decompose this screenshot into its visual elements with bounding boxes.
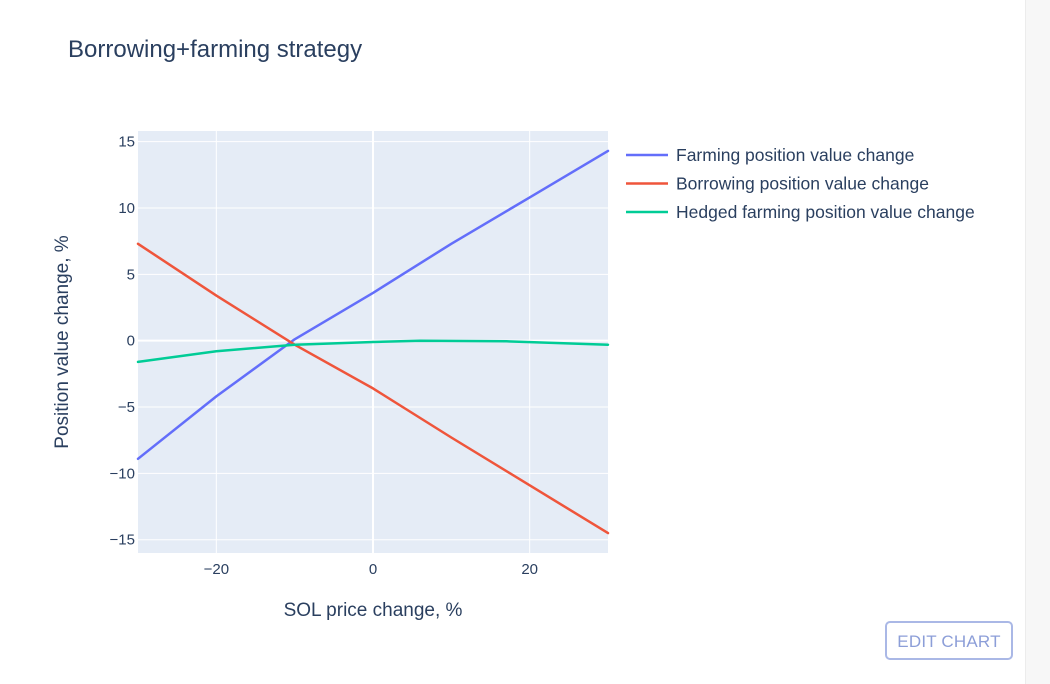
y-tick-label: 5 [127, 266, 135, 283]
legend-label: Farming position value change [676, 145, 914, 165]
legend-item[interactable]: Hedged farming position value change [626, 202, 975, 222]
chart-svg: Borrowing+farming strategy −20 0 20 −15 −10… [52, 36, 975, 621]
y-axis-ticks: −15 −10 −5 0 5 10 15 [110, 134, 135, 549]
series-line-1[interactable] [136, 149, 610, 461]
series-line-2[interactable] [136, 242, 610, 535]
legend[interactable]: Farming position value change Borrowing p… [626, 145, 975, 222]
y-tick-label: −15 [110, 532, 135, 549]
legend-item[interactable]: Borrowing position value change [626, 174, 929, 194]
y-tick-label: −10 [110, 465, 135, 482]
edit-chart-button[interactable]: EDIT CHART [885, 621, 1013, 660]
chart-title: Borrowing+farming strategy [68, 36, 362, 63]
legend-label: Borrowing position value change [676, 174, 929, 194]
x-tick-label: −20 [204, 561, 229, 578]
series-line-3[interactable] [136, 339, 610, 364]
y-tick-label: 10 [118, 200, 135, 217]
legend-label: Hedged farming position value change [676, 202, 975, 222]
x-axis-ticks: −20 0 20 [204, 561, 538, 578]
y-tick-label: 0 [127, 333, 135, 350]
legend-item[interactable]: Farming position value change [626, 145, 914, 165]
y-axis-label: Position value change, % [52, 235, 73, 448]
series-lines [136, 149, 610, 535]
scrollbar-track[interactable] [1025, 0, 1050, 684]
x-tick-label: 0 [369, 561, 377, 578]
x-axis-label: SOL price change, % [284, 600, 463, 621]
x-tick-label: 20 [521, 561, 538, 578]
y-tick-label: 15 [118, 134, 135, 151]
y-tick-label: −5 [118, 399, 135, 416]
